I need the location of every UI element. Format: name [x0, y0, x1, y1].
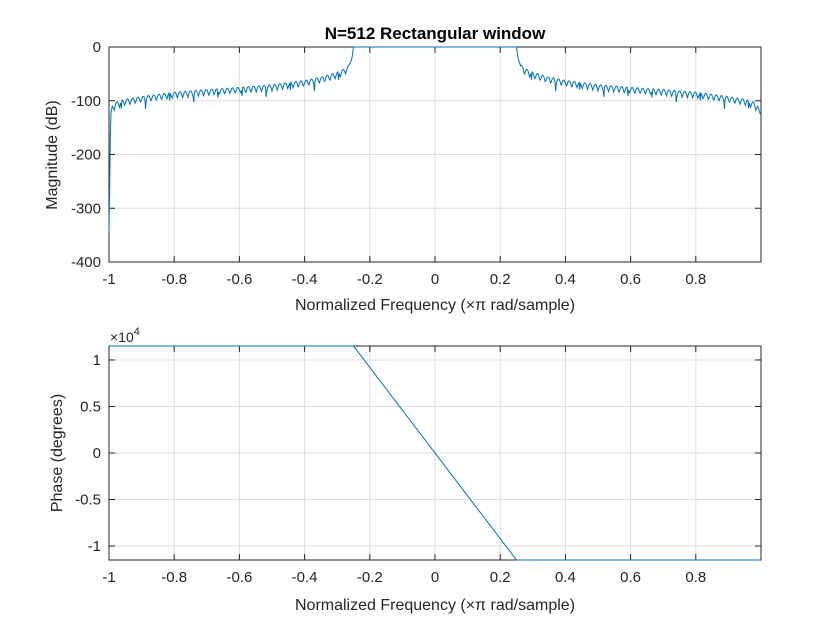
magnitude-y-tick-label: -100	[71, 93, 101, 110]
magnitude-x-tick-label: -0.4	[292, 271, 318, 288]
phase-axes: -1 -0.8 -0.6 -0.4 -0.2 0 0.2 0.4 0.6 0.8 1 0.5 0 -0.5…	[49, 326, 762, 614]
phase-x-tick-label: 0	[431, 569, 439, 586]
magnitude-x-tick-label: 0.6	[620, 271, 641, 288]
phase-x-tick-label: -0.6	[226, 569, 252, 586]
phase-y-tick-label: -0.5	[75, 492, 101, 509]
magnitude-x-tick-label: 0.2	[490, 271, 511, 288]
magnitude-y-axis-label: Magnitude (dB)	[44, 100, 61, 209]
phase-tick-labels: -1 -0.8 -0.6 -0.4 -0.2 0 0.2 0.4 0.6 0.8 1 0.5 0 -0.5…	[75, 352, 706, 586]
magnitude-x-tick-label: -0.2	[357, 271, 383, 288]
magnitude-x-tick-label: -1	[102, 271, 115, 288]
magnitude-response-line	[108, 46, 761, 233]
magnitude-ticks	[108, 46, 761, 263]
phase-ticks	[108, 346, 761, 560]
magnitude-x-tick-label: 0.4	[555, 271, 576, 288]
magnitude-axes: -1 -0.8 -0.6 -0.4 -0.2 0 0.2 0.4 0.6 0.8 0 -100 -200…	[44, 24, 762, 314]
phase-x-tick-label: -0.2	[357, 569, 383, 586]
phase-y-tick-label: -1	[88, 538, 101, 555]
phase-grid	[108, 346, 761, 560]
magnitude-y-tick-label: -400	[71, 254, 101, 271]
phase-y-tick-label: 0	[93, 445, 101, 462]
magnitude-x-tick-label: -0.8	[161, 271, 187, 288]
phase-x-tick-label: -1	[102, 569, 115, 586]
phase-x-tick-label: -0.8	[161, 569, 187, 586]
phase-x-tick-label: -0.4	[292, 569, 318, 586]
phase-x-axis-label: Normalized Frequency (×π rad/sample)	[295, 597, 575, 614]
phase-exponent-label: ×104	[110, 326, 140, 345]
phase-x-tick-label: 0.2	[490, 569, 511, 586]
magnitude-x-tick-label: 0.8	[685, 271, 706, 288]
chart-title: N=512 Rectangular window	[325, 24, 546, 43]
phase-x-tick-label: 0.6	[620, 569, 641, 586]
magnitude-tick-labels: -1 -0.8 -0.6 -0.4 -0.2 0 0.2 0.4 0.6 0.8 0 -100 -200…	[71, 39, 706, 288]
phase-x-tick-label: 0.8	[685, 569, 706, 586]
magnitude-y-tick-label: -200	[71, 147, 101, 164]
phase-y-tick-label: 1	[93, 352, 101, 369]
magnitude-y-tick-label: -300	[71, 200, 101, 217]
magnitude-y-tick-label: 0	[93, 39, 101, 56]
phase-response-line	[109, 345, 761, 561]
phase-y-tick-label: 0.5	[80, 398, 101, 415]
magnitude-x-axis-label: Normalized Frequency (×π rad/sample)	[295, 297, 575, 314]
phase-y-axis-label: Phase (degrees)	[49, 394, 66, 512]
phase-x-tick-label: 0.4	[555, 569, 576, 586]
magnitude-x-tick-label: -0.6	[226, 271, 252, 288]
magnitude-x-tick-label: 0	[431, 271, 439, 288]
